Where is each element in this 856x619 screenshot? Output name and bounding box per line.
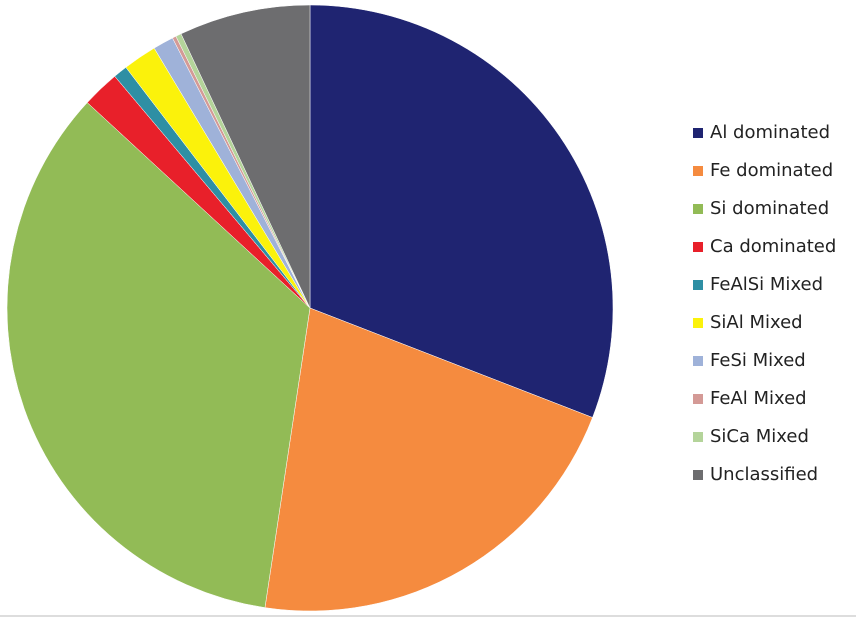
legend-swatch	[693, 432, 703, 442]
legend-label: SiAl Mixed	[710, 312, 803, 333]
pie-slice	[264, 307, 593, 612]
legend-swatch	[693, 470, 703, 480]
legend-swatch	[693, 280, 703, 290]
legend-label: Si dominated	[710, 198, 829, 219]
legend-label: FeSi Mixed	[710, 350, 806, 371]
legend-label: SiCa Mixed	[710, 426, 809, 447]
legend-label: FeAlSi Mixed	[710, 274, 823, 295]
legend-label: FeAl Mixed	[710, 388, 807, 409]
legend-swatch	[693, 204, 703, 214]
legend-swatch	[693, 356, 703, 366]
legend-label: Unclassified	[710, 464, 818, 485]
pie-slice	[180, 4, 311, 309]
legend-label: Fe dominated	[710, 160, 833, 181]
legend-label: Al dominated	[710, 122, 830, 143]
legend-swatch	[693, 166, 703, 176]
pie-slice	[309, 4, 614, 418]
pie-slice	[6, 102, 311, 608]
legend-label: Ca dominated	[710, 236, 836, 257]
legend-swatch	[693, 242, 703, 252]
legend-swatch	[693, 128, 703, 138]
legend-swatch	[693, 394, 703, 404]
legend-swatch	[693, 318, 703, 328]
